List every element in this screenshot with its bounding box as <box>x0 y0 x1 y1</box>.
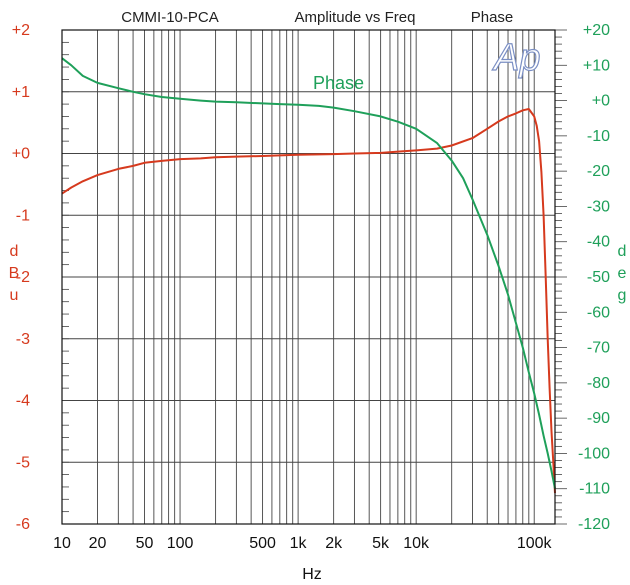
x-tick-label: 20 <box>89 535 107 552</box>
y-right-tick-label: -40 <box>587 234 610 251</box>
y-left-tick-label: +0 <box>12 146 30 163</box>
tick-labels: +2 +1 +0 -1 -2 -3 -4 -5 -6 +20 +10 +0 -10 -20 -30 -40 -5… <box>12 22 610 552</box>
y-left-tick-label: +1 <box>12 84 30 101</box>
y-right-tick-label: -20 <box>587 163 610 180</box>
y-right-tick-label: -10 <box>587 128 610 145</box>
y-left-tick-label: +2 <box>12 22 30 39</box>
y-left-title-3: u <box>10 287 19 304</box>
x-tick-label: 5k <box>372 535 390 552</box>
y-left-tick-label: -3 <box>16 331 30 348</box>
x-axis-title: Hz <box>302 566 322 583</box>
y-left-title-2: B <box>9 265 20 282</box>
curves <box>61 57 556 494</box>
ap-logo: Ap <box>492 37 540 79</box>
y-right-title-3: g <box>618 287 627 304</box>
amplitude-curve <box>61 108 556 494</box>
x-tick-label: 100k <box>517 535 553 552</box>
y-right-tick-label: -70 <box>587 340 610 357</box>
y-right-title-1: d <box>618 243 627 260</box>
grid <box>62 29 567 525</box>
x-tick-label: 500 <box>249 535 276 552</box>
y-right-tick-label: +10 <box>583 57 610 74</box>
plot-frame <box>61 29 556 525</box>
y-right-tick-label: +20 <box>583 22 610 39</box>
y-left-tick-label: -4 <box>16 393 30 410</box>
y-right-tick-label: -50 <box>587 269 610 286</box>
phase-curve <box>61 57 556 489</box>
y-right-tick-label: -90 <box>587 410 610 427</box>
title-left: CMMI-10-PCA <box>121 9 219 26</box>
x-tick-label: 100 <box>167 535 194 552</box>
x-tick-label: 10 <box>53 535 71 552</box>
x-tick-label: 2k <box>325 535 343 552</box>
title-right: Phase <box>471 9 514 26</box>
y-right-tick-label: -60 <box>587 304 610 321</box>
x-tick-label: 10k <box>403 535 430 552</box>
y-right-tick-label: +0 <box>592 93 610 110</box>
y-right-tick-label: -30 <box>587 198 610 215</box>
phase-series-label: Phase <box>313 73 364 93</box>
y-right-tick-label: -110 <box>579 481 610 498</box>
y-left-tick-label: -5 <box>16 454 30 471</box>
y-right-tick-label: -100 <box>578 445 610 462</box>
y-right-tick-label: -120 <box>578 516 610 533</box>
x-tick-label: 1k <box>290 535 308 552</box>
y-left-tick-label: -2 <box>16 269 30 286</box>
y-left-title-1: d <box>10 243 19 260</box>
y-right-title-2: e <box>618 265 627 282</box>
y-left-tick-label: -1 <box>16 207 30 224</box>
y-left-tick-label: -6 <box>16 516 30 533</box>
x-tick-label: 50 <box>136 535 154 552</box>
title-center: Amplitude vs Freq <box>295 9 416 26</box>
y-right-tick-label: -80 <box>587 375 610 392</box>
